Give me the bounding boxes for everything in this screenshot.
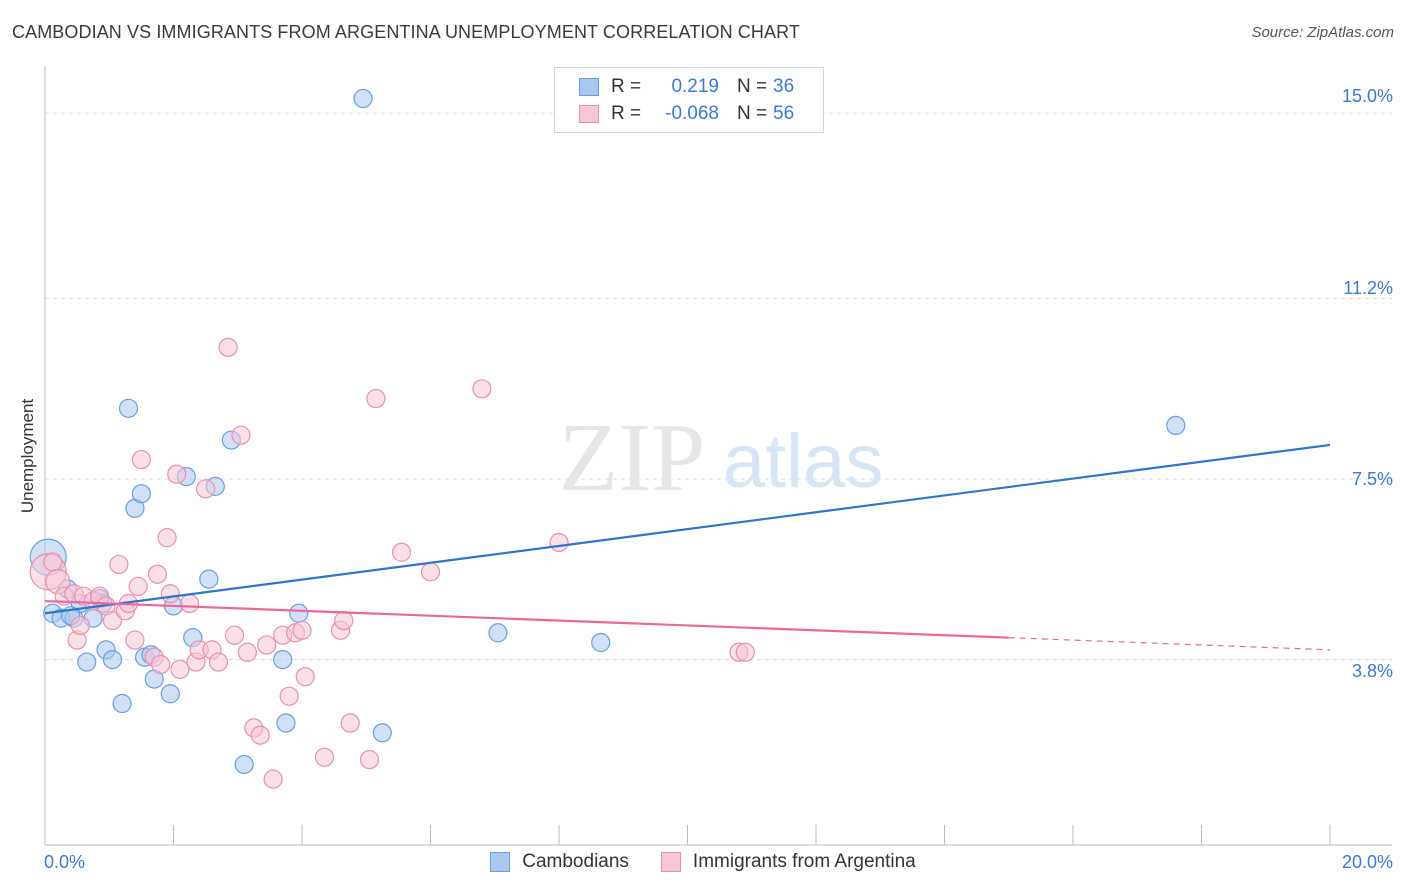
argentina-point (179, 593, 200, 614)
y-axis-title: Unemployment (18, 398, 37, 514)
cambodian-point (118, 398, 139, 418)
y-tick-label: 3.8% (1351, 661, 1393, 681)
legend-n-value: 36 (773, 76, 795, 97)
argentina-point (257, 635, 277, 655)
argentina-point (472, 379, 492, 399)
data-points (29, 88, 1186, 789)
cambodian-point (102, 649, 123, 670)
argentina-point (549, 532, 569, 553)
argentina-point (292, 620, 312, 640)
y-tick-label: 11.2% (1343, 278, 1393, 298)
watermark-atlas: atlas (723, 419, 884, 504)
argentina-trend-line (44, 599, 1009, 639)
argentina-point (231, 425, 251, 445)
cambodian-point (276, 713, 296, 733)
legend-row-argentina: R = -0.068 N = 56 (579, 101, 794, 127)
argentina-point (208, 652, 229, 672)
argentina-point (359, 750, 380, 770)
argentina-trend-extension (1008, 637, 1331, 651)
argentina-point (314, 747, 335, 767)
argentina-point (340, 713, 360, 733)
cambodian-point (591, 632, 611, 653)
grid-lines (45, 112, 1392, 661)
argentina-point (295, 667, 315, 687)
trend-lines (44, 443, 1331, 651)
argentina-point (735, 642, 755, 662)
x-tick-label-min: 0.0% (44, 852, 86, 872)
argentina-point (170, 659, 190, 679)
cambodian-point (488, 623, 508, 643)
cambodian-point (112, 693, 132, 714)
cambodian-point (160, 684, 180, 704)
argentina-point (366, 388, 386, 409)
y-tick-label: 7.5% (1351, 469, 1393, 489)
argentina-point (224, 625, 245, 645)
x-tick-label-max: 20.0% (1341, 852, 1393, 872)
argentina-point (151, 654, 171, 675)
argentina-point (157, 528, 177, 548)
argentina-point (70, 615, 90, 636)
series-legend: Cambodians Immigrants from Argentina (0, 851, 1406, 873)
argentina-point (102, 610, 123, 631)
cambodian-point (131, 484, 151, 504)
legend-n-value: 56 (773, 103, 795, 124)
correlation-legend: R = 0.219 N = 36 R = -0.068 N = 56 (554, 67, 824, 133)
argentina-point (279, 686, 299, 706)
chart-title: CAMBODIAN VS IMMIGRANTS FROM ARGENTINA U… (12, 22, 800, 42)
argentina-point (43, 552, 63, 572)
argentina-point (334, 610, 354, 631)
legend-item-argentina[interactable]: Immigrants from Argentina (660, 851, 916, 873)
legend-r-value: 0.219 (671, 76, 719, 97)
cambodian-point (289, 603, 309, 623)
cambodian-point (273, 649, 293, 670)
argentina-point (131, 449, 151, 470)
legend-swatch-blue (579, 78, 599, 96)
argentina-point (160, 584, 180, 604)
argentina-point (167, 464, 187, 484)
argentina-point (109, 554, 129, 575)
legend-swatch-blue (490, 852, 511, 872)
cambodian-point (234, 754, 254, 775)
argentina-point (250, 725, 270, 745)
argentina-point (125, 630, 145, 650)
legend-n-label: N = (737, 76, 768, 97)
legend-n-label: N = (737, 103, 768, 124)
legend-r-value: -0.068 (665, 103, 719, 124)
argentina-point (237, 642, 257, 662)
argentina-point (128, 576, 148, 597)
y-tick-label: 15.0% (1341, 86, 1393, 106)
legend-r-label: R = (611, 76, 642, 97)
axes (44, 66, 1392, 846)
argentina-point (196, 479, 216, 499)
legend-swatch-pink (579, 105, 599, 123)
cambodian-trend-line (44, 443, 1331, 615)
argentina-point (420, 562, 441, 582)
legend-item-cambodians[interactable]: Cambodians (490, 851, 629, 873)
argentina-point (263, 769, 283, 789)
argentina-point (147, 564, 168, 584)
cambodian-point (199, 569, 219, 589)
legend-label: Immigrants from Argentina (692, 851, 916, 872)
legend-swatch-pink (660, 852, 681, 872)
cambodian-point (372, 723, 392, 743)
legend-r-label: R = (611, 103, 642, 124)
argentina-point (218, 337, 238, 357)
cambodian-point (77, 652, 97, 672)
legend-label: Cambodians (522, 851, 629, 872)
cambodian-point (353, 88, 373, 109)
watermark-zip: ZIP (559, 404, 706, 512)
chart-source: Source: ZipAtlas.com (1251, 24, 1394, 41)
watermark: ZIP atlas (559, 404, 884, 512)
argentina-point (391, 542, 412, 562)
cambodian-point (1166, 415, 1186, 436)
legend-row-cambodians: R = 0.219 N = 36 (579, 74, 794, 100)
